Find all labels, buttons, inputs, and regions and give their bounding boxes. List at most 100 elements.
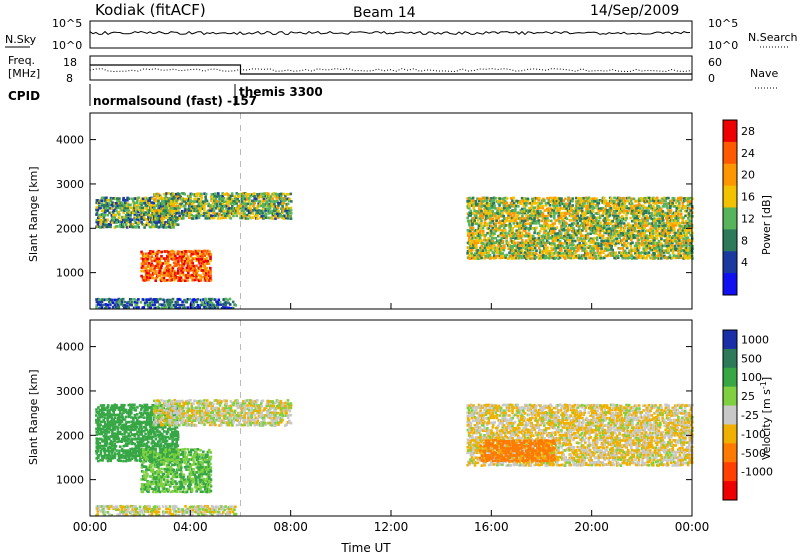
heatmap-cell xyxy=(575,224,579,227)
heatmap-cell xyxy=(163,306,166,310)
heatmap-cell xyxy=(559,232,563,235)
heatmap-cell xyxy=(597,211,601,215)
heatmap-cell xyxy=(630,202,634,205)
heatmap-cell xyxy=(283,199,287,202)
heatmap-cell xyxy=(660,242,663,245)
heatmap-cell xyxy=(518,244,521,247)
heatmap-cell xyxy=(102,203,106,207)
heatmap-cell xyxy=(571,223,574,227)
heatmap-cell xyxy=(519,202,523,205)
heatmap-cell xyxy=(201,207,205,210)
heatmap-cell xyxy=(554,239,557,242)
heatmap-cell xyxy=(240,202,244,205)
heatmap-cell xyxy=(193,206,196,210)
heatmap-cell xyxy=(642,234,645,237)
heatmap-cell xyxy=(224,216,227,220)
heatmap-cell xyxy=(533,257,537,260)
heatmap-cell xyxy=(552,211,556,214)
heatmap-cell xyxy=(213,212,216,215)
heatmap-cell xyxy=(622,229,626,233)
heatmap-cell xyxy=(573,211,577,215)
heatmap-cell xyxy=(608,214,612,217)
heatmap-cell xyxy=(621,210,624,213)
heatmap-cell xyxy=(268,216,272,220)
heatmap-cell xyxy=(596,216,600,219)
heatmap-cell xyxy=(595,242,599,245)
heatmap-cell xyxy=(581,248,585,252)
heatmap-cell xyxy=(492,241,496,245)
heatmap-cell xyxy=(572,211,575,215)
heatmap-cell xyxy=(560,202,563,205)
heatmap-cell xyxy=(554,256,557,260)
heatmap-cell xyxy=(182,268,186,272)
heatmap-cell xyxy=(576,236,580,240)
heatmap-cell xyxy=(537,254,541,257)
heatmap-cell xyxy=(504,196,507,200)
heatmap-cell xyxy=(475,214,478,218)
heatmap-cell xyxy=(483,219,487,222)
heatmap-cell xyxy=(550,252,554,255)
heatmap-cell xyxy=(286,209,290,212)
heatmap-cell xyxy=(686,202,690,205)
freq-tick-high: 18 xyxy=(63,56,77,69)
heatmap-cell xyxy=(171,512,175,516)
heatmap-cell xyxy=(99,298,103,302)
heatmap-cell xyxy=(95,427,98,431)
heatmap-cell xyxy=(203,508,207,512)
heatmap-cell xyxy=(550,200,553,203)
heatmap-cell xyxy=(490,214,493,217)
heatmap-cell xyxy=(226,210,230,213)
heatmap-cell xyxy=(642,204,645,208)
heatmap-cell xyxy=(110,513,113,517)
heatmap-cell xyxy=(154,217,157,220)
heatmap-cell xyxy=(192,264,196,268)
heatmap-cell xyxy=(538,229,542,233)
heatmap-cell xyxy=(471,223,474,227)
heatmap-cell xyxy=(150,273,153,277)
heatmap-cell xyxy=(168,306,171,309)
heatmap-cell xyxy=(289,206,293,210)
heatmap-cell xyxy=(544,224,548,228)
heatmap-cell xyxy=(527,241,531,245)
heatmap-cell xyxy=(196,510,200,513)
heatmap-cell xyxy=(542,197,545,201)
heatmap-cell xyxy=(244,207,248,211)
heatmap-cell xyxy=(196,249,200,253)
heatmap-cell xyxy=(250,209,254,212)
heatmap-cell xyxy=(144,267,148,270)
heatmap-cell xyxy=(476,241,480,244)
heatmap-cell xyxy=(679,234,683,237)
heatmap-cell xyxy=(198,262,201,265)
heatmap-cell xyxy=(203,254,207,258)
heatmap-cell xyxy=(228,297,232,301)
heatmap-cell xyxy=(174,277,177,280)
heatmap-cell xyxy=(185,257,189,260)
heatmap-cell xyxy=(120,505,123,509)
heatmap-cell xyxy=(540,227,543,230)
heatmap-cell xyxy=(234,505,237,509)
heatmap-cell xyxy=(277,195,280,199)
heatmap-cell xyxy=(264,207,268,211)
heatmap-cell xyxy=(116,199,119,202)
heatmap-cell xyxy=(508,256,511,260)
heatmap-cell xyxy=(653,248,656,252)
heatmap-cell xyxy=(677,212,680,216)
heatmap-cell xyxy=(101,415,104,419)
heatmap-cell xyxy=(102,507,105,511)
heatmap-cell xyxy=(646,254,649,258)
heatmap-cell xyxy=(466,197,469,200)
heatmap-cell xyxy=(264,216,268,219)
heatmap-cell xyxy=(466,200,469,203)
heatmap-cell xyxy=(579,204,582,207)
heatmap-cell xyxy=(469,246,472,250)
heatmap-cell xyxy=(193,510,197,514)
heatmap-cell xyxy=(604,207,607,211)
heatmap-cell xyxy=(629,209,632,212)
heatmap-cell xyxy=(476,229,479,232)
heatmap-cell xyxy=(511,257,514,260)
heatmap-cell xyxy=(172,210,175,213)
heatmap-cell xyxy=(485,196,489,200)
heatmap-cell xyxy=(289,192,293,196)
heatmap-cell xyxy=(166,209,170,213)
heatmap-cell xyxy=(117,201,121,205)
